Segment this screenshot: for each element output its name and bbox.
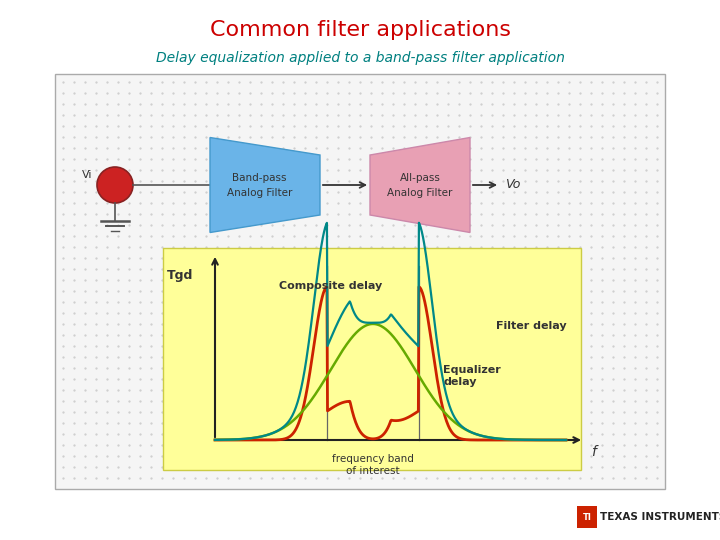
Text: Analog Filter: Analog Filter <box>387 188 453 198</box>
Polygon shape <box>210 138 320 233</box>
Text: Delay equalization applied to a band-pass filter application: Delay equalization applied to a band-pas… <box>156 51 564 65</box>
Text: Analog Filter: Analog Filter <box>227 188 292 198</box>
Text: Vi: Vi <box>82 170 92 180</box>
Text: f: f <box>592 445 596 459</box>
Text: Common filter applications: Common filter applications <box>210 20 510 40</box>
Bar <box>577 506 597 528</box>
Circle shape <box>97 167 133 203</box>
Bar <box>163 248 581 470</box>
Polygon shape <box>370 138 470 233</box>
Text: TEXAS INSTRUMENTS: TEXAS INSTRUMENTS <box>600 512 720 522</box>
Text: frequency band
of interest: frequency band of interest <box>332 454 414 476</box>
Text: Band-pass: Band-pass <box>233 173 287 183</box>
Text: Composite delay: Composite delay <box>279 281 382 291</box>
Text: TI: TI <box>582 512 591 522</box>
Text: Vo: Vo <box>505 179 521 192</box>
Text: Filter delay: Filter delay <box>496 321 567 331</box>
Text: Equalizer
delay: Equalizer delay <box>443 365 501 387</box>
Bar <box>55 74 665 489</box>
Text: All-pass: All-pass <box>400 173 441 183</box>
Text: Tgd: Tgd <box>167 269 193 282</box>
